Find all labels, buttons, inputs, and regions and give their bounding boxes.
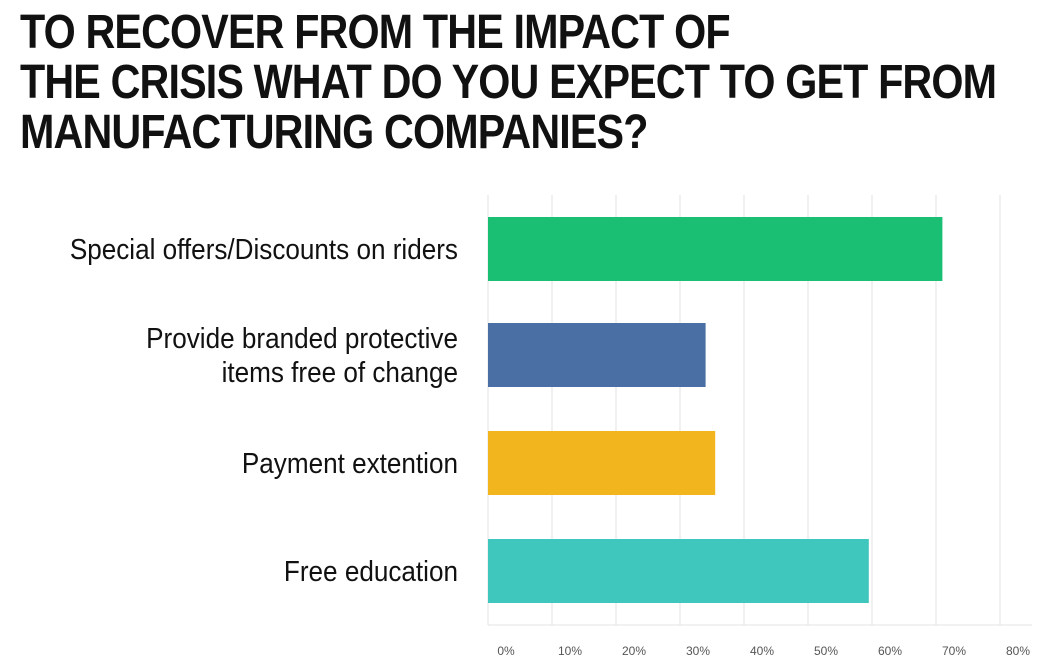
x-tick-label: 50% bbox=[814, 644, 838, 658]
bar-3 bbox=[488, 539, 869, 603]
chart-title-line-3: MANUFACTURING COMPANIES? bbox=[20, 106, 648, 159]
category-label: Special offers/Discounts on riders bbox=[70, 233, 458, 266]
category-labels: Special offers/Discounts on riders Provid… bbox=[70, 233, 458, 588]
category-label: Payment extention bbox=[242, 447, 458, 480]
chart-title-line-1: TO RECOVER FROM THE IMPACT OF bbox=[20, 6, 731, 59]
x-tick-label: 10% bbox=[558, 644, 582, 658]
x-tick-label: 20% bbox=[622, 644, 646, 658]
x-tick-label: 30% bbox=[686, 644, 710, 658]
bar-1 bbox=[488, 323, 706, 387]
category-label: Provide branded protective bbox=[146, 322, 458, 355]
x-axis-ticks: 0% 10% 20% 30% 40% 50% 60% 70% 80% bbox=[497, 644, 1030, 658]
x-tick-label: 0% bbox=[497, 644, 515, 658]
category-label: Free education bbox=[284, 555, 458, 588]
x-tick-label: 80% bbox=[1006, 644, 1030, 658]
chart-title-line-2: THE CRISIS WHAT DO YOU EXPECT TO GET FRO… bbox=[20, 56, 997, 109]
chart-title: TO RECOVER FROM THE IMPACT OF THE CRISIS… bbox=[20, 6, 997, 159]
x-tick-label: 40% bbox=[750, 644, 774, 658]
bar-0 bbox=[488, 217, 943, 281]
bar-2 bbox=[488, 431, 716, 495]
x-tick-label: 60% bbox=[878, 644, 902, 658]
bars bbox=[488, 217, 943, 603]
category-label: items free of change bbox=[222, 356, 458, 389]
x-tick-label: 70% bbox=[942, 644, 966, 658]
